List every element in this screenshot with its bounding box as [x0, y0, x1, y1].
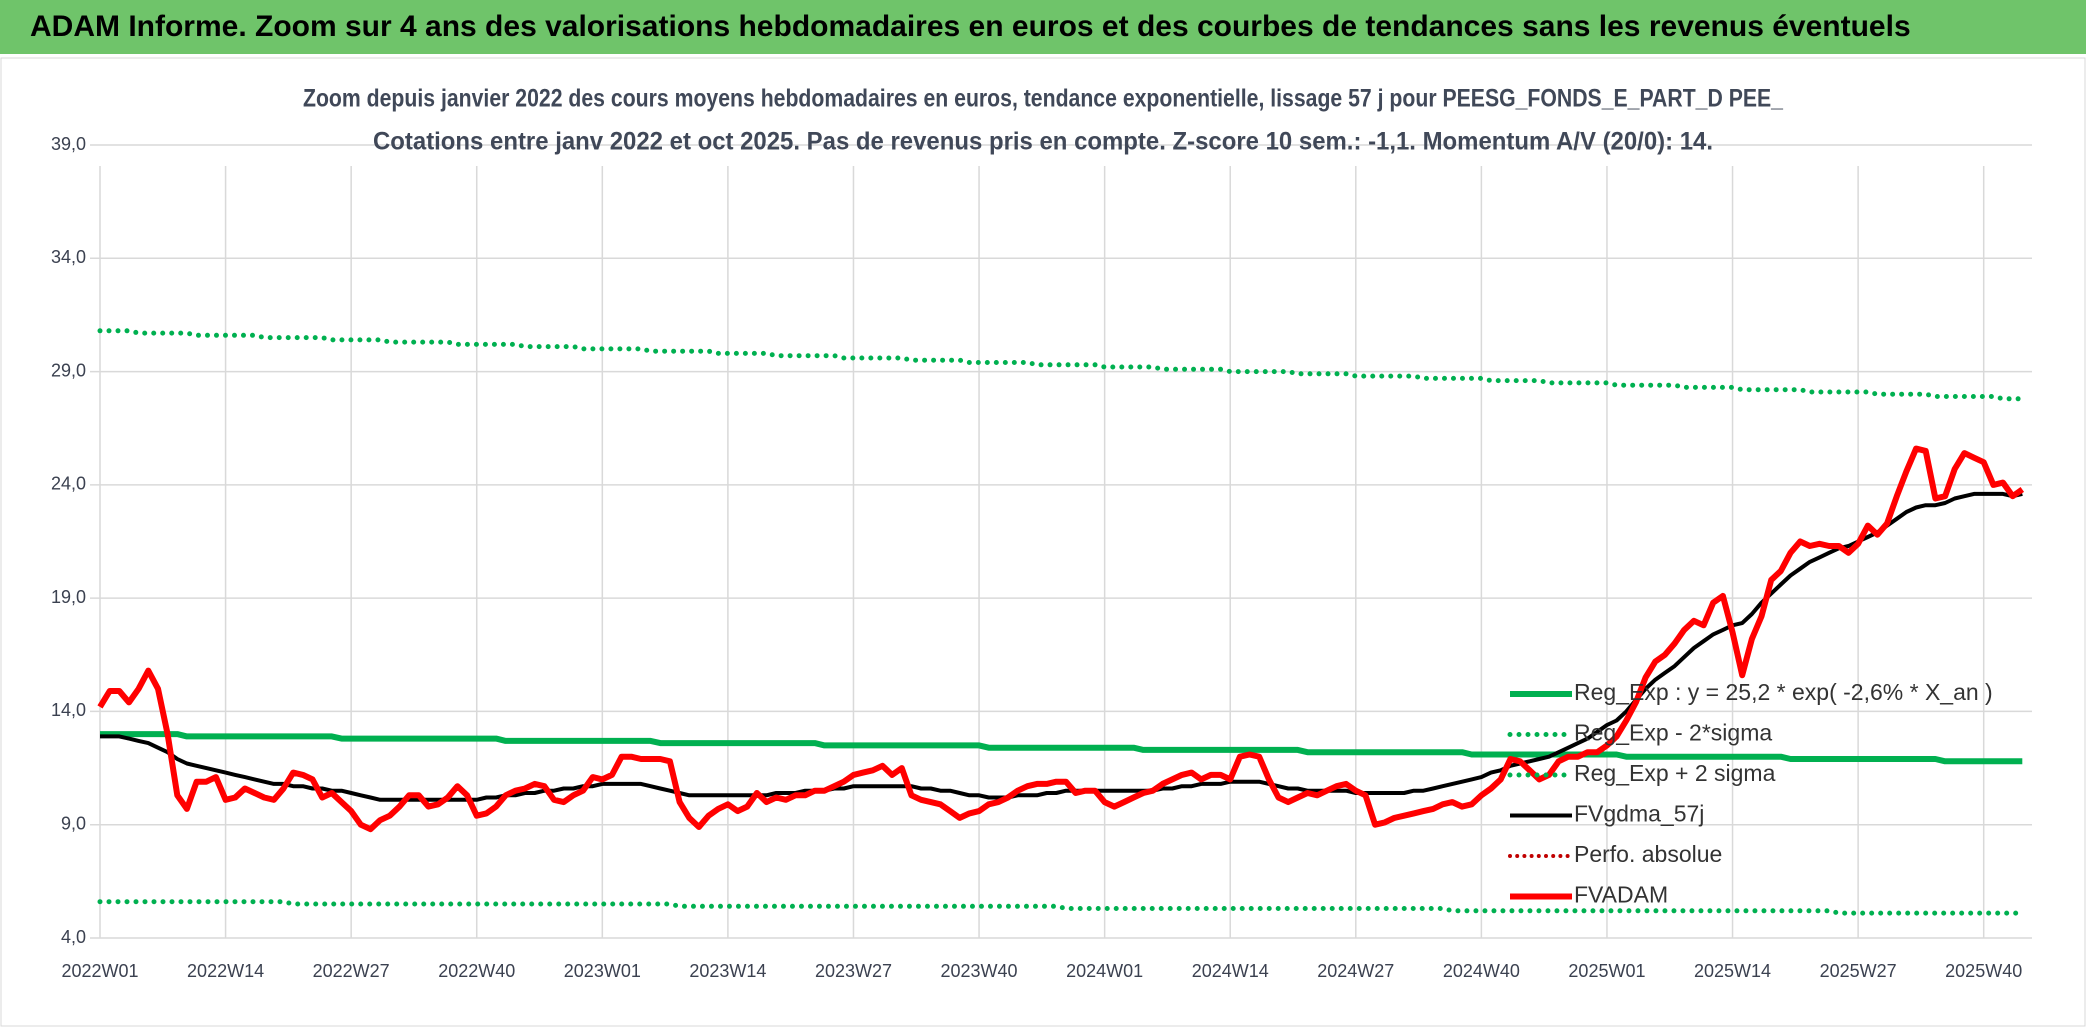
series-line [97, 328, 2025, 402]
legend: Reg_Exp : y = 25,2 * exp( -2,6% * X_an )… [1507, 679, 1993, 908]
x-tick-label: 2023W01 [564, 961, 641, 981]
x-tick-label: 2025W27 [1820, 961, 1897, 981]
x-tick-label: 2022W14 [187, 961, 264, 981]
y-tick-label: 29,0 [51, 360, 86, 380]
legend-label: Perfo. absolue [1574, 841, 1722, 867]
y-tick-label: 14,0 [51, 700, 86, 720]
x-tick-label: 2023W14 [689, 961, 766, 981]
chart-title: Zoom depuis janvier 2022 des cours moyen… [303, 85, 1784, 113]
chart-subtitle: Cotations entre janv 2022 et oct 2025. P… [373, 128, 1713, 156]
x-tick-label: 2025W40 [1945, 961, 2022, 981]
x-tick-label: 2025W01 [1568, 961, 1645, 981]
y-tick-label: 34,0 [51, 247, 86, 267]
x-tick-label: 2024W14 [1192, 961, 1269, 981]
x-tick-label: 2023W27 [815, 961, 892, 981]
x-tick-label: 2024W40 [1443, 961, 1520, 981]
x-tick-label: 2022W40 [438, 961, 515, 981]
x-tick-label: 2022W01 [61, 961, 138, 981]
page-header: ADAM Informe. Zoom sur 4 ans des valoris… [0, 0, 2086, 54]
y-tick-label: 19,0 [51, 587, 86, 607]
chart-frame [0, 57, 2086, 1027]
x-tick-label: 2024W27 [1317, 961, 1394, 981]
x-tick-label: 2024W01 [1066, 961, 1143, 981]
y-tick-label: 9,0 [61, 813, 86, 833]
series-line [100, 731, 2023, 765]
legend-label: Reg_Exp : y = 25,2 * exp( -2,6% * X_an ) [1574, 679, 1993, 705]
series-line [97, 445, 2025, 833]
legend-label: FVgdma_57j [1574, 801, 1704, 827]
y-tick-label: 24,0 [51, 474, 86, 494]
legend-label: FVADAM [1574, 882, 1668, 908]
legend-label: Reg_Exp - 2*sigma [1574, 720, 1772, 746]
chart: 4,0 9,0 14,0 19,0 24,0 29,0 34,0 39,0 2022W01 202… [0, 57, 2086, 1027]
x-tick-label: 2025W14 [1694, 961, 1771, 981]
x-tick-label: 2023W40 [941, 961, 1018, 981]
legend-label: Reg_Exp + 2 sigma [1574, 760, 1776, 786]
x-tick-label: 2022W27 [313, 961, 390, 981]
grid: 4,0 9,0 14,0 19,0 24,0 29,0 34,0 39,0 2022W01 202… [51, 134, 2032, 981]
series-line [97, 899, 2025, 916]
plot-area [97, 328, 2025, 916]
y-tick-label: 4,0 [61, 927, 86, 947]
y-tick-label: 39,0 [51, 134, 86, 154]
